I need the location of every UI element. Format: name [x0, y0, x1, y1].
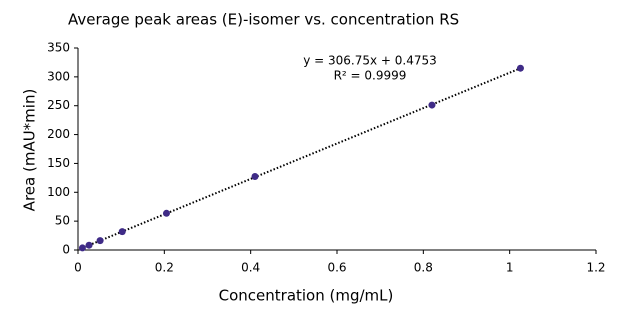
data-point [85, 241, 93, 249]
y-tick-label: 100 [47, 185, 70, 199]
x-tick-label: 1.2 [586, 261, 605, 275]
data-point [428, 101, 436, 109]
trendline [82, 67, 521, 249]
data-point [118, 228, 126, 236]
y-tick-label: 0 [62, 243, 70, 257]
x-tick-label: 0.2 [155, 261, 174, 275]
y-axis-label: Area (mAU*min) [21, 89, 39, 212]
y-tick-label: 300 [47, 69, 70, 83]
x-tick-label: 0.6 [327, 261, 346, 275]
trendline-equation: y = 306.75x + 0.4753 [303, 54, 437, 68]
data-point [96, 237, 104, 245]
data-point [162, 209, 170, 217]
y-tick-label: 50 [55, 214, 70, 228]
data-point [516, 64, 524, 72]
x-tick-label: 0.8 [414, 261, 433, 275]
chart-title: Average peak areas (E)-isomer vs. concen… [68, 11, 459, 29]
data-point [78, 244, 86, 252]
y-tick-label: 350 [47, 41, 70, 55]
trendline-r-squared: R² = 0.9999 [334, 69, 407, 83]
data-point [251, 172, 259, 180]
y-tick-label: 150 [47, 156, 70, 170]
x-tick-label: 1 [506, 261, 514, 275]
x-tick-label: 0 [74, 261, 82, 275]
y-tick-label: 200 [47, 127, 70, 141]
x-tick-label: 0.4 [241, 261, 260, 275]
x-axis-label: Concentration (mg/mL) [219, 287, 394, 305]
y-tick-label: 250 [47, 98, 70, 112]
